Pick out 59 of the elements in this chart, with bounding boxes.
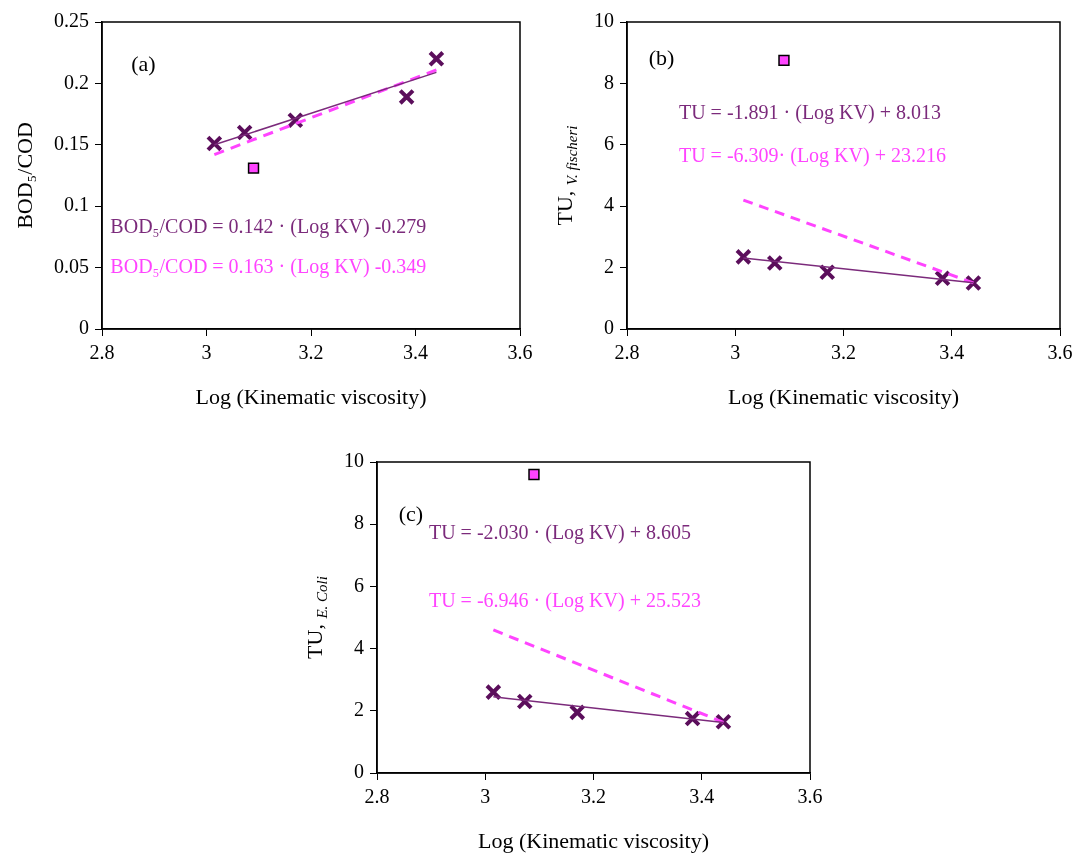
x-tick-label: 3	[730, 341, 741, 364]
x-tick-label: 3.6	[797, 785, 823, 808]
x-tick-label: 3.6	[507, 341, 533, 364]
annotation: (b)	[648, 44, 675, 70]
x-axis-title: Log (Kinematic viscosity)	[195, 383, 427, 409]
annotation: BOD₅/COD = 0.142 · (Log KV) -0.279	[110, 214, 427, 238]
y-tick-label: 4	[354, 635, 364, 658]
annotation: TU = -2.030 · (Log KV) + 8.605	[428, 520, 691, 544]
x-tick-label: 3.4	[939, 341, 965, 364]
x-tick-label: 2.8	[614, 341, 640, 364]
point	[247, 162, 260, 174]
point	[485, 683, 502, 701]
point	[778, 54, 790, 67]
point	[398, 88, 415, 106]
annotation: TU = -6.946 · (Log KV) + 25.523	[428, 589, 701, 613]
annotation: TU = -6.309· (Log KV) + 23.216	[678, 144, 946, 168]
y-tick-label: 4	[604, 193, 614, 216]
y-axis-title: TU, E. Coli	[301, 576, 330, 659]
x-tick-label: 2.8	[364, 785, 390, 808]
x-tick-label: 3.2	[581, 785, 606, 808]
y-tick-label: 0.1	[64, 193, 89, 216]
x-axis-title: Log (Kinematic viscosity)	[478, 827, 709, 853]
y-tick-label: 10	[344, 449, 364, 472]
y-tick-label: 0.25	[54, 9, 89, 32]
annotation: (a)	[131, 50, 156, 76]
y-axis-title: BOD₅/COD	[11, 122, 37, 229]
y-tick-label: 6	[604, 132, 614, 155]
y-tick-label: 0.2	[64, 70, 89, 93]
y-tick-label: 0.05	[54, 254, 89, 277]
annotation: TU = -1.891 · (Log KV) + 8.013	[678, 101, 941, 125]
y-tick-label: 0	[354, 760, 364, 783]
x-tick-label: 3.2	[831, 341, 856, 364]
point	[428, 50, 445, 68]
y-tick-label: 0	[604, 316, 614, 339]
y-tick-label: 8	[354, 511, 364, 534]
annotation: BOD₅/COD = 0.163 · (Log KV) -0.349	[110, 254, 427, 278]
point	[568, 703, 586, 721]
point	[818, 263, 836, 281]
x-tick-label: 2.8	[89, 341, 115, 364]
y-tick-label: 6	[354, 573, 364, 596]
x-tick-label: 3.4	[403, 341, 428, 364]
x-axis-title: Log (Kinematic viscosity)	[728, 383, 959, 409]
point	[715, 713, 732, 731]
x-tick-label: 3.4	[689, 785, 715, 808]
y-axis-title: TU, V. fischeri	[551, 125, 580, 226]
y-tick-label: 2	[354, 698, 364, 721]
y-tick-label: 8	[604, 70, 614, 93]
point	[205, 135, 223, 152]
x-tick-label: 3	[480, 785, 491, 808]
x-tick-label: 3.2	[298, 341, 324, 364]
y-tick-label: 10	[594, 9, 614, 32]
y-tick-label: 0	[79, 316, 89, 339]
annotation: (c)	[398, 500, 424, 526]
x-tick-label: 3	[201, 341, 212, 364]
point	[735, 248, 752, 266]
y-tick-label: 0.15	[54, 132, 89, 155]
y-tick-label: 2	[604, 254, 614, 277]
x-tick-label: 3.6	[1047, 341, 1073, 364]
point	[528, 468, 540, 481]
